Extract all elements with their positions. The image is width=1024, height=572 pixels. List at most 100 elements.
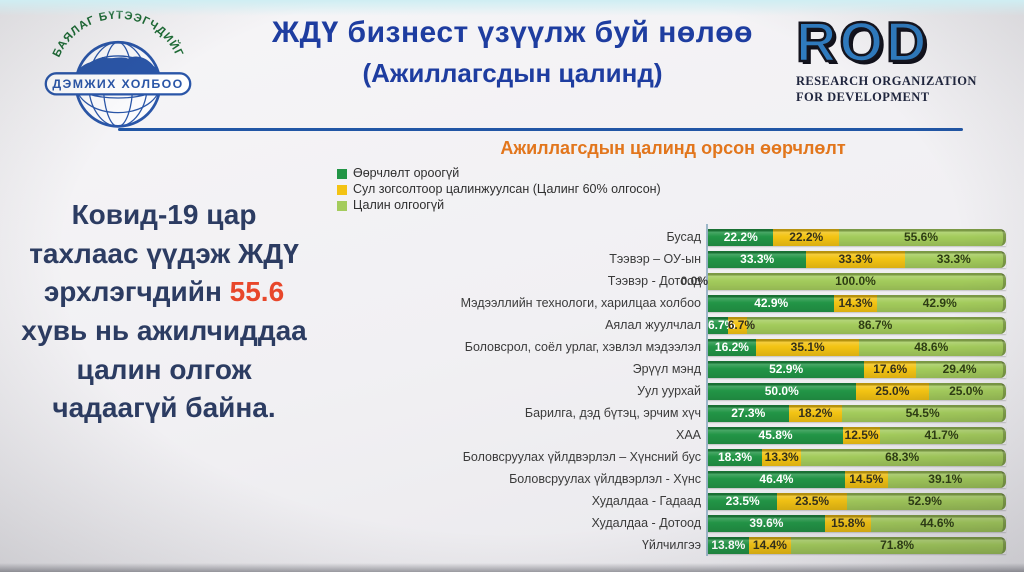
bar-segment: 25.0% [929, 382, 1006, 400]
segment-value-label: 71.8% [880, 537, 915, 552]
legend-item-no-change: Өөрчлөлт ороогүй [337, 166, 661, 180]
stacked-bar: 50.0% 25.0% 25.0% [708, 382, 1006, 400]
segment-value-label: 42.9% [922, 295, 957, 310]
segment-value-label: 18.2% [798, 405, 833, 420]
segment-value-label: 14.5% [849, 471, 884, 486]
chart-row: ХАА 45.8% 12.5% 41.7% [335, 424, 1011, 446]
bar-segment: 14.5% [844, 470, 888, 488]
segment-value-label: 6.7% [727, 317, 756, 332]
segment-value-label: 33.3% [838, 251, 873, 266]
stacked-bar: 52.9% 17.6% 29.4% [708, 360, 1006, 378]
bar-segment: 86.7% [747, 316, 1006, 334]
segment-value-label: 22.2% [723, 229, 758, 244]
bar-segment: 54.5% [842, 404, 1006, 422]
header-divider [118, 128, 963, 131]
photo-bottom-edge [0, 563, 1024, 572]
legend-item-idle-pay: Сул зогсолтоор цалинжуулсан (Цалинг 60% … [337, 182, 661, 196]
bar-segment: 68.3% [801, 448, 1006, 466]
chart-row: Эрүүл мэнд 52.9% 17.6% 29.4% [335, 358, 1011, 380]
segment-value-label: 46.4% [759, 471, 794, 486]
stacked-bar: 18.3% 13.3% 68.3% [708, 448, 1006, 466]
bar-segment: 50.0% [708, 382, 856, 400]
bar-segment: 33.3% [806, 250, 905, 268]
rod-subtitle: RESEARCH ORGANIZATION FOR DEVELOPMENT [796, 74, 1008, 105]
category-label: Тээвэр - Дотоод [607, 274, 701, 288]
bar-segment: 17.6% [864, 360, 917, 378]
segment-value-label: 55.6% [903, 229, 938, 244]
bar-segment: 29.4% [916, 360, 1006, 378]
bar-segment: 14.4% [748, 536, 792, 554]
key-message: Ковид-19 цар тахлаас үүдэж ЖДҮ эрхлэгчди… [16, 196, 312, 428]
segment-value-label: 23.5% [795, 493, 830, 508]
chart-row: Боловсрол, соёл урлаг, хэвлэл мэдээлэл 16… [335, 336, 1011, 358]
segment-value-label: 27.3% [731, 405, 766, 420]
category-label: Үйлчилгээ [641, 538, 701, 552]
chart-row: Боловсруулах үйлдвэрлэл - Хүнс 46.4% 14.5%… [335, 468, 1011, 490]
segment-value-label: 44.6% [920, 515, 955, 530]
segment-value-label: 12.5% [844, 427, 879, 442]
stacked-bar: 46.4% 14.5% 39.1% [708, 470, 1006, 488]
chart-row: Барилга, дэд бүтэц, эрчим хүч 27.3% 18.2% 5… [335, 402, 1011, 424]
bar-segment: 18.2% [788, 404, 843, 422]
chart-row: Аялал жуулчлал 6.7% 6.7% 86.7% [335, 314, 1011, 336]
stacked-bar: 42.9% 14.3% 42.9% [708, 294, 1006, 312]
legend-label: Сул зогсолтоор цалинжуулсан (Цалинг 60% … [353, 182, 661, 196]
stacked-bar: 0.0% 100.0% [681, 272, 1006, 290]
segment-value-label: 22.2% [789, 229, 824, 244]
rod-subtitle-line1: RESEARCH ORGANIZATION [796, 74, 977, 88]
rod-logo: ROD RESEARCH ORGANIZATION FOR DEVELOPMEN… [795, 12, 1008, 105]
key-message-highlight: 55.6 [229, 276, 285, 308]
category-label: Мэдээллийн технологи, харилцаа холбоо [460, 296, 701, 310]
bar-segment: 14.3% [834, 294, 877, 312]
bar-segment: 35.1% [755, 338, 860, 356]
stacked-bar: 33.3% 33.3% 33.3% [708, 250, 1006, 268]
segment-value-label: 13.8% [711, 537, 746, 552]
segment-value-label: 16.2% [714, 339, 749, 354]
category-label: Боловсруулах үйлдвэрлэл – Хүнсний бус [462, 450, 701, 464]
slide-title: ЖДҮ бизнест үзүүлж буй нөлөө (Ажиллагсды… [225, 16, 800, 89]
segment-value-label: 45.8% [758, 427, 793, 442]
bar-segment: 55.6% [838, 228, 1006, 246]
chart-title: Ажиллагсдын цалинд орсон өөрчлөлт [500, 138, 846, 158]
bar-segment: 52.9% [708, 360, 865, 378]
bar-segment: 100.0% [708, 272, 1006, 290]
segment-value-label: 41.7% [924, 427, 959, 442]
bar-segment: 33.3% [904, 250, 1006, 268]
bar-segment: 39.1% [887, 470, 1006, 488]
segment-value-label: 100.0% [835, 273, 876, 288]
category-label: Барилга, дэд бүтэц, эрчим хүч [524, 406, 701, 420]
legend-swatch-light-green [337, 201, 347, 211]
bar-segment: 44.6% [871, 514, 1006, 532]
bar-segment: 27.3% [708, 404, 789, 422]
segment-value-label: 18.3% [718, 449, 753, 464]
category-label: Боловсрол, соёл урлаг, хэвлэл мэдээлэл [464, 340, 701, 354]
legend-item-no-pay: Цалин олгоогүй [337, 198, 661, 212]
bar-segment: 71.8% [791, 536, 1007, 554]
segment-value-label: 33.3% [936, 251, 971, 266]
segment-value-label: 25.0% [875, 383, 910, 398]
segment-value-label: 25.0% [949, 383, 984, 398]
category-label: Уул уурхай [637, 384, 701, 398]
bar-segment: 13.3% [762, 448, 802, 466]
segment-value-label: 13.3% [764, 449, 799, 464]
chart-row: Бусад 22.2% 22.2% 55.6% [335, 226, 1011, 248]
category-label: Худалдаа - Дотоод [591, 516, 701, 530]
slide-title-line2: (Ажиллагсдын цалинд) [362, 58, 663, 88]
bar-segment: 25.0% [855, 382, 930, 400]
bar-segment: 6.7% [708, 316, 735, 334]
key-message-before: Ковид-19 цар тахлаас үүдэж ЖДҮ эрхлэгчди… [29, 199, 299, 308]
segment-value-label: 52.9% [907, 493, 942, 508]
legend-swatch-dark-green [337, 169, 347, 179]
chart-row: Худалдаа - Дотоод 39.6% 15.8% 44.6% [335, 512, 1011, 534]
chart-row: Боловсруулах үйлдвэрлэл – Хүнсний бус 18.… [335, 446, 1011, 468]
zero-value-label: 0.0% [680, 273, 708, 288]
segment-value-label: 50.0% [764, 383, 799, 398]
segment-value-label: 17.6% [873, 361, 908, 376]
chart-row: Худалдаа - Гадаад 23.5% 23.5% 52.9% [335, 490, 1011, 512]
segment-value-label: 48.6% [914, 339, 949, 354]
category-label: ХАА [675, 428, 701, 442]
category-label: Тээвэр – ОУ-ын [609, 252, 701, 266]
category-label: Эрүүл мэнд [632, 362, 701, 376]
legend-label: Цалин олгоогүй [353, 198, 445, 212]
bar-segment: 52.9% [846, 492, 1006, 510]
